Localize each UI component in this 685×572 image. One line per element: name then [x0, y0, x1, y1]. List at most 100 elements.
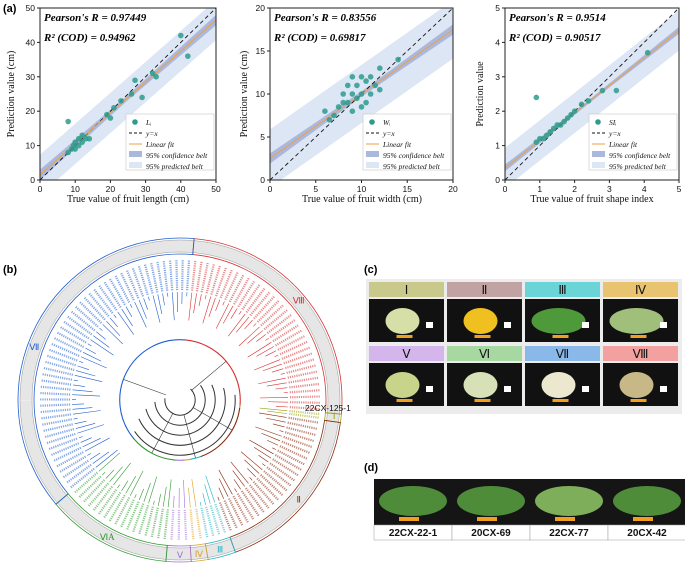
y-tick-label: 3 — [495, 72, 500, 82]
chart-layer: 0 10 20 30 40 50 0 10 20 30 40 50 Lᵢ y=x Linear fit 95%… — [26, 3, 221, 194]
data-point — [118, 98, 124, 104]
leaf-label-mark — [279, 340, 308, 356]
data-point — [153, 74, 159, 80]
tag-label — [582, 322, 589, 328]
leaf-label-mark — [245, 287, 266, 313]
leaf-label-mark — [200, 262, 209, 293]
leaf-label-mark — [59, 326, 87, 344]
y-tick-label: 0 — [30, 175, 35, 185]
tree-branch — [106, 320, 121, 336]
data-point — [568, 111, 574, 118]
tree-branch — [102, 324, 124, 345]
leaf-label-mark — [41, 413, 72, 420]
x-tick-label: 15 — [403, 184, 413, 194]
leaf-label-mark — [44, 428, 75, 439]
tree-branch — [74, 420, 87, 425]
tree-branch — [73, 384, 85, 387]
leaf-label-mark — [272, 324, 299, 343]
tree-branch — [157, 294, 163, 314]
tree-branch — [215, 299, 221, 311]
y-tick-label: 50 — [26, 3, 36, 13]
tree-branch — [258, 412, 287, 418]
tree-branch — [157, 493, 161, 506]
leaf-label-mark — [43, 366, 74, 376]
leaf-label-mark — [252, 481, 275, 505]
leaf-label-mark — [260, 304, 284, 327]
data-point — [571, 108, 578, 114]
clade-label: Ⅱ — [297, 495, 301, 505]
group-header — [369, 282, 444, 297]
data-point — [340, 99, 347, 106]
leaf-label-mark — [205, 263, 215, 294]
tree-branch — [77, 365, 90, 370]
tree-branch — [79, 360, 84, 363]
plot-frame — [39, 7, 217, 181]
tree-branch — [74, 375, 103, 382]
data-point — [363, 78, 369, 84]
y-tick-label: 0 — [495, 175, 500, 185]
leaf-label-mark — [210, 265, 221, 295]
leaf-label-mark — [189, 509, 195, 540]
leaf-label-mark — [224, 271, 239, 301]
data-point — [139, 94, 145, 101]
tree-branch — [254, 359, 281, 371]
data-point — [363, 99, 369, 106]
tree-branch — [249, 477, 253, 481]
plot-contents — [270, 8, 453, 180]
data-point — [533, 139, 540, 145]
tree-branch — [272, 447, 277, 450]
tree-branch — [244, 459, 260, 474]
group-header — [603, 282, 678, 297]
leaf-label-mark — [281, 346, 311, 360]
x-tick-label: 20 — [106, 184, 116, 194]
y-tick-label: 30 — [26, 72, 36, 82]
leaf-label-mark — [237, 280, 256, 308]
tree-branch — [218, 478, 229, 497]
legend-label: Lᵢ — [145, 118, 151, 127]
leaf-label-mark — [66, 463, 92, 484]
leaf-label-mark — [150, 507, 159, 538]
x-axis-label: True value of fruit shape index — [530, 194, 653, 205]
tag-label — [660, 322, 667, 328]
tree-branch — [121, 308, 133, 327]
leaf-label-mark — [74, 305, 99, 328]
leaf-label-mark — [259, 474, 284, 497]
group-grid: Ⅰ Ⅱ Ⅲ Ⅳ Ⅴ Ⅵ Ⅶ Ⅷ — [369, 282, 678, 406]
leaf-label-mark — [78, 475, 102, 498]
panel-label-b: (b) — [3, 264, 17, 276]
leaf-label-mark — [248, 484, 270, 509]
clade-label: Ⅲ — [217, 545, 223, 555]
x-tick-label: 0 — [503, 184, 508, 194]
backbone-branch — [183, 414, 196, 459]
leaf-label-mark — [249, 291, 271, 317]
leaf-label: 22CX-125-1 — [305, 403, 351, 413]
tree-branch — [148, 296, 150, 301]
tree-branch — [134, 301, 147, 328]
leaf-label-mark — [114, 497, 131, 525]
tree-branch — [258, 377, 286, 385]
y-tick-label: 10 — [26, 141, 36, 151]
tree-branch — [95, 449, 118, 468]
leaf-label-mark — [43, 423, 73, 432]
tree-branch — [138, 488, 144, 501]
clade-label: Ⅷ — [293, 295, 305, 305]
data-point — [322, 108, 328, 114]
fruit-shape — [379, 486, 447, 516]
data-point — [358, 91, 365, 97]
fruit-shape — [613, 486, 681, 516]
leaf-label-mark — [40, 385, 71, 391]
tree-branch — [109, 317, 118, 328]
legend-label: 95% confidence belt — [383, 151, 445, 160]
tree-branch — [266, 417, 286, 423]
leaf-label-mark — [284, 431, 315, 443]
data-point — [349, 91, 356, 97]
leaf-label-mark — [74, 471, 99, 494]
group-label: Ⅷ — [633, 347, 649, 361]
tree-branch — [138, 299, 147, 319]
tree-branch — [266, 382, 287, 387]
leaf-label-mark — [195, 261, 203, 292]
backbone-branch — [192, 407, 233, 431]
tree-branch — [75, 422, 96, 429]
data-point — [578, 101, 585, 108]
x-axis-label: True value of fruit length (cm) — [67, 194, 189, 205]
